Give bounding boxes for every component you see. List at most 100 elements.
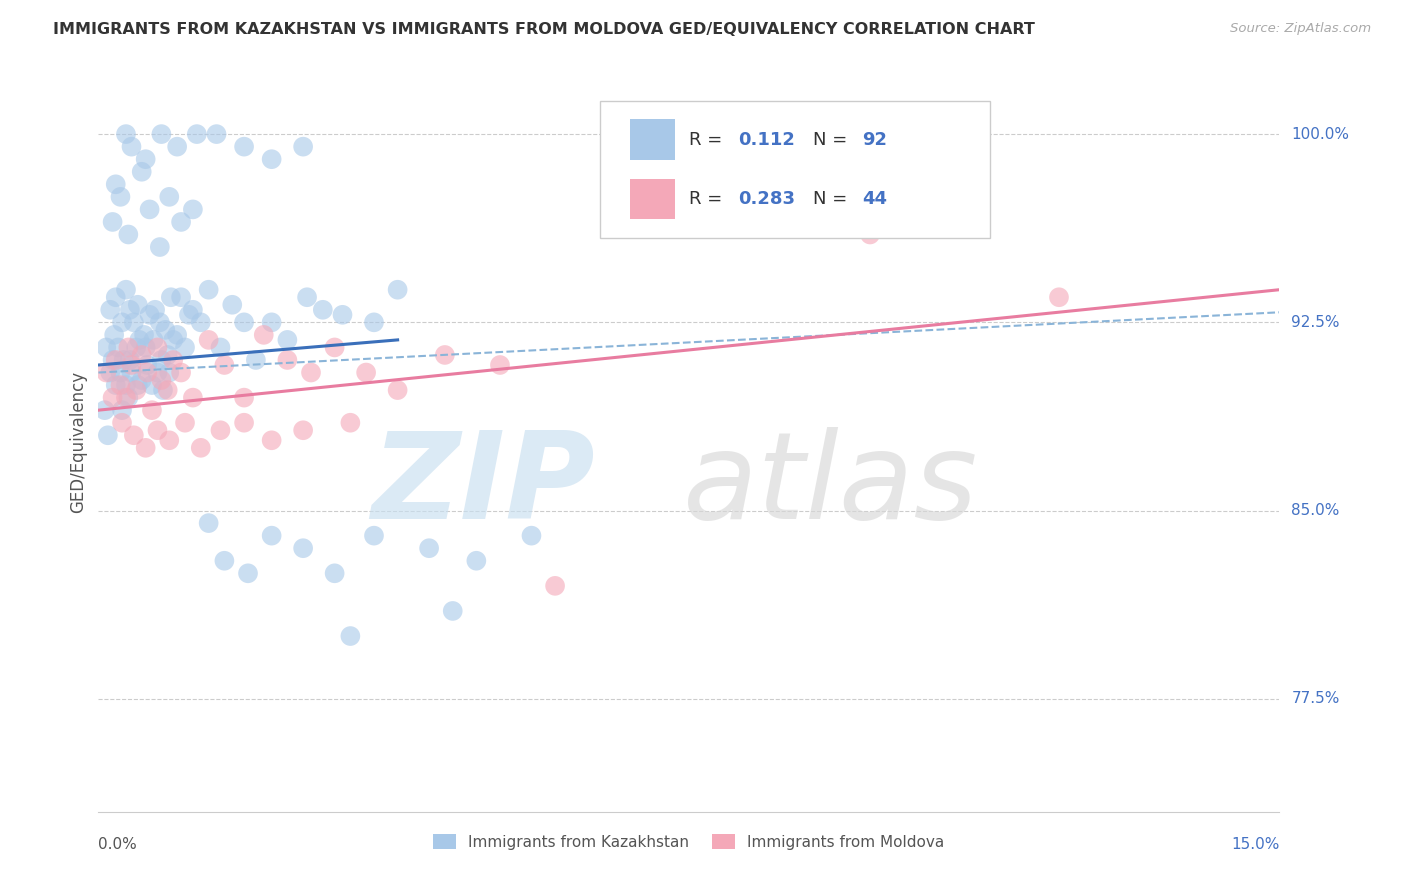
Point — [174, 340, 197, 354]
Point — [110, 378, 132, 392]
Point — [465, 554, 488, 568]
Point — [115, 283, 138, 297]
Point — [135, 441, 157, 455]
Point — [157, 190, 180, 204]
Point — [181, 302, 204, 317]
Point — [110, 366, 132, 380]
Point — [197, 516, 219, 530]
Point — [117, 227, 139, 242]
Point — [128, 333, 150, 347]
Point — [205, 127, 228, 141]
Point — [121, 358, 143, 372]
Point — [489, 358, 512, 372]
Point — [160, 290, 183, 304]
Point — [162, 353, 184, 368]
Text: ZIP: ZIP — [371, 427, 595, 544]
Point — [253, 327, 276, 342]
Point — [111, 403, 134, 417]
Point — [149, 315, 172, 329]
Text: 15.0%: 15.0% — [1232, 837, 1279, 852]
Point — [418, 541, 440, 556]
Text: Source: ZipAtlas.com: Source: ZipAtlas.com — [1230, 22, 1371, 36]
Point — [1047, 290, 1070, 304]
Point — [544, 579, 567, 593]
Point — [156, 348, 179, 362]
Point — [441, 604, 464, 618]
Point — [209, 423, 232, 437]
Point — [115, 378, 138, 392]
Point — [135, 340, 157, 354]
Point — [101, 353, 124, 368]
Text: IMMIGRANTS FROM KAZAKHSTAN VS IMMIGRANTS FROM MOLDOVA GED/EQUIVALENCY CORRELATIO: IMMIGRANTS FROM KAZAKHSTAN VS IMMIGRANTS… — [53, 22, 1035, 37]
Point — [177, 308, 200, 322]
Point — [276, 353, 298, 368]
Point — [276, 333, 298, 347]
Text: 92: 92 — [862, 131, 887, 149]
Point — [186, 127, 208, 141]
Point — [197, 333, 219, 347]
Point — [170, 215, 193, 229]
Point — [125, 340, 148, 354]
Point — [104, 378, 127, 392]
Point — [166, 139, 188, 153]
Point — [162, 333, 184, 347]
Point — [859, 227, 882, 242]
Point — [118, 302, 141, 317]
Point — [131, 165, 153, 179]
Point — [157, 434, 180, 448]
Bar — [630, 120, 675, 161]
Point — [121, 139, 143, 153]
Point — [136, 366, 159, 380]
Point — [141, 378, 163, 392]
Point — [170, 290, 193, 304]
Point — [295, 290, 318, 304]
Point — [118, 353, 141, 368]
Point — [107, 340, 129, 354]
Point — [112, 353, 135, 368]
Point — [170, 366, 193, 380]
Point — [146, 423, 169, 437]
Point — [245, 353, 267, 368]
Point — [103, 327, 125, 342]
Text: R =: R = — [689, 131, 728, 149]
Point — [332, 308, 354, 322]
Point — [236, 566, 259, 581]
Point — [121, 366, 143, 380]
Point — [93, 403, 115, 417]
Point — [127, 298, 149, 312]
Point — [433, 348, 456, 362]
Text: 92.5%: 92.5% — [1291, 315, 1340, 330]
Point — [174, 416, 197, 430]
Point — [339, 629, 361, 643]
Point — [387, 283, 409, 297]
Point — [97, 428, 120, 442]
Point — [111, 315, 134, 329]
Point — [104, 353, 127, 368]
Point — [354, 366, 377, 380]
Point — [127, 378, 149, 392]
Point — [209, 340, 232, 354]
Point — [214, 358, 236, 372]
Point — [221, 298, 243, 312]
Point — [125, 383, 148, 397]
Point — [233, 416, 256, 430]
Text: 85.0%: 85.0% — [1291, 503, 1340, 518]
Legend: Immigrants from Kazakhstan, Immigrants from Moldova: Immigrants from Kazakhstan, Immigrants f… — [427, 828, 950, 856]
Point — [166, 327, 188, 342]
Y-axis label: GED/Equivalency: GED/Equivalency — [69, 370, 87, 513]
Point — [323, 566, 346, 581]
Text: 0.112: 0.112 — [738, 131, 796, 149]
Point — [136, 358, 159, 372]
Text: 44: 44 — [862, 190, 887, 208]
Point — [110, 190, 132, 204]
Text: N =: N = — [813, 190, 853, 208]
Point — [138, 308, 160, 322]
Point — [122, 428, 145, 442]
Point — [323, 340, 346, 354]
Point — [115, 127, 138, 141]
Point — [197, 283, 219, 297]
Text: N =: N = — [813, 131, 853, 149]
Point — [104, 178, 127, 192]
Point — [156, 383, 179, 397]
Point — [190, 315, 212, 329]
